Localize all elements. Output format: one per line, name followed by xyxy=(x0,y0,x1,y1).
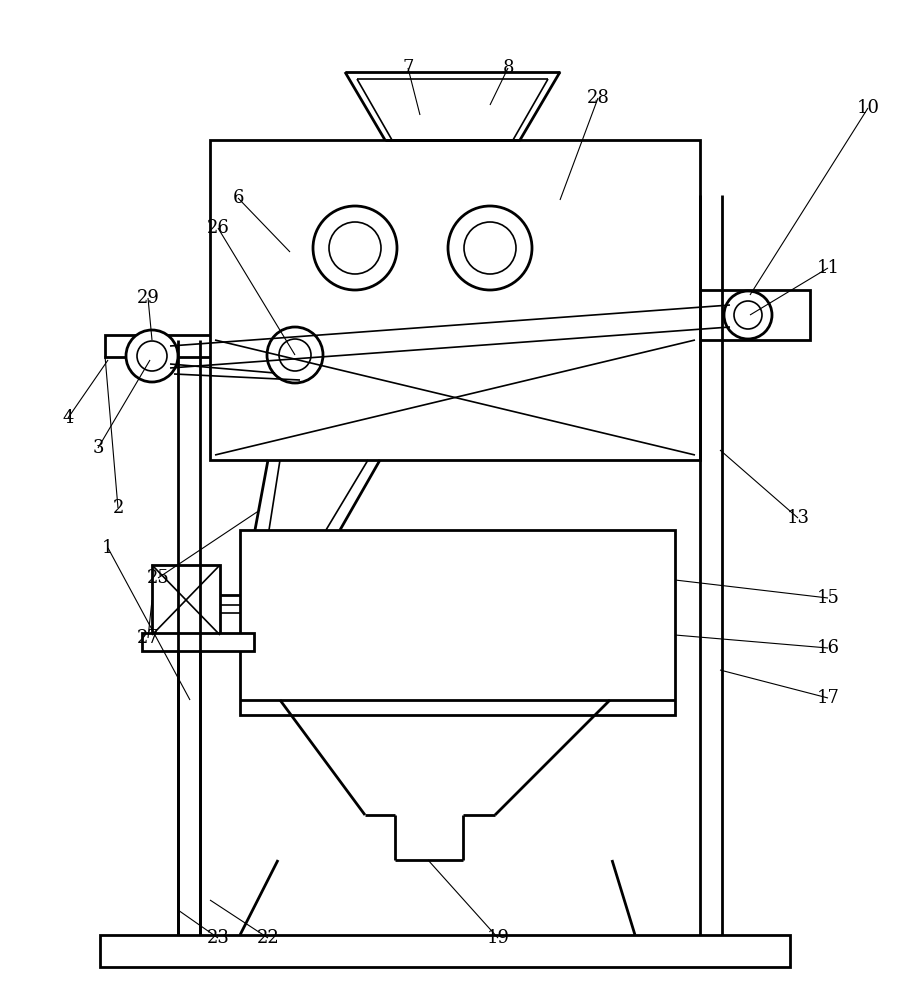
Circle shape xyxy=(313,206,397,290)
Circle shape xyxy=(126,330,178,382)
Text: 16: 16 xyxy=(816,639,840,657)
Text: 15: 15 xyxy=(816,589,840,607)
Text: 2: 2 xyxy=(112,499,123,517)
Circle shape xyxy=(464,222,516,274)
Circle shape xyxy=(448,206,532,290)
Text: 26: 26 xyxy=(207,219,229,237)
Text: 22: 22 xyxy=(257,929,279,947)
Circle shape xyxy=(329,222,381,274)
Text: 4: 4 xyxy=(63,409,73,427)
Text: 23: 23 xyxy=(207,929,229,947)
Text: 6: 6 xyxy=(232,189,244,207)
Text: 1: 1 xyxy=(102,539,113,557)
Bar xyxy=(100,935,790,967)
Text: 27: 27 xyxy=(137,629,160,647)
Text: 17: 17 xyxy=(816,689,840,707)
Text: 8: 8 xyxy=(502,59,513,77)
Circle shape xyxy=(137,341,167,371)
Bar xyxy=(142,633,254,651)
Text: 25: 25 xyxy=(147,569,170,587)
Bar xyxy=(695,290,810,340)
Bar xyxy=(152,565,220,635)
Circle shape xyxy=(279,339,311,371)
Text: 3: 3 xyxy=(93,439,103,457)
Bar xyxy=(105,335,225,357)
Text: 11: 11 xyxy=(816,259,840,277)
Text: 7: 7 xyxy=(403,59,414,77)
Text: 10: 10 xyxy=(856,99,880,117)
Circle shape xyxy=(267,327,323,383)
Circle shape xyxy=(724,291,772,339)
Text: 29: 29 xyxy=(137,289,160,307)
Bar xyxy=(210,140,700,460)
Text: 13: 13 xyxy=(786,509,810,527)
Text: 19: 19 xyxy=(486,929,510,947)
Text: 28: 28 xyxy=(587,89,610,107)
Bar xyxy=(240,530,675,715)
Circle shape xyxy=(734,301,762,329)
